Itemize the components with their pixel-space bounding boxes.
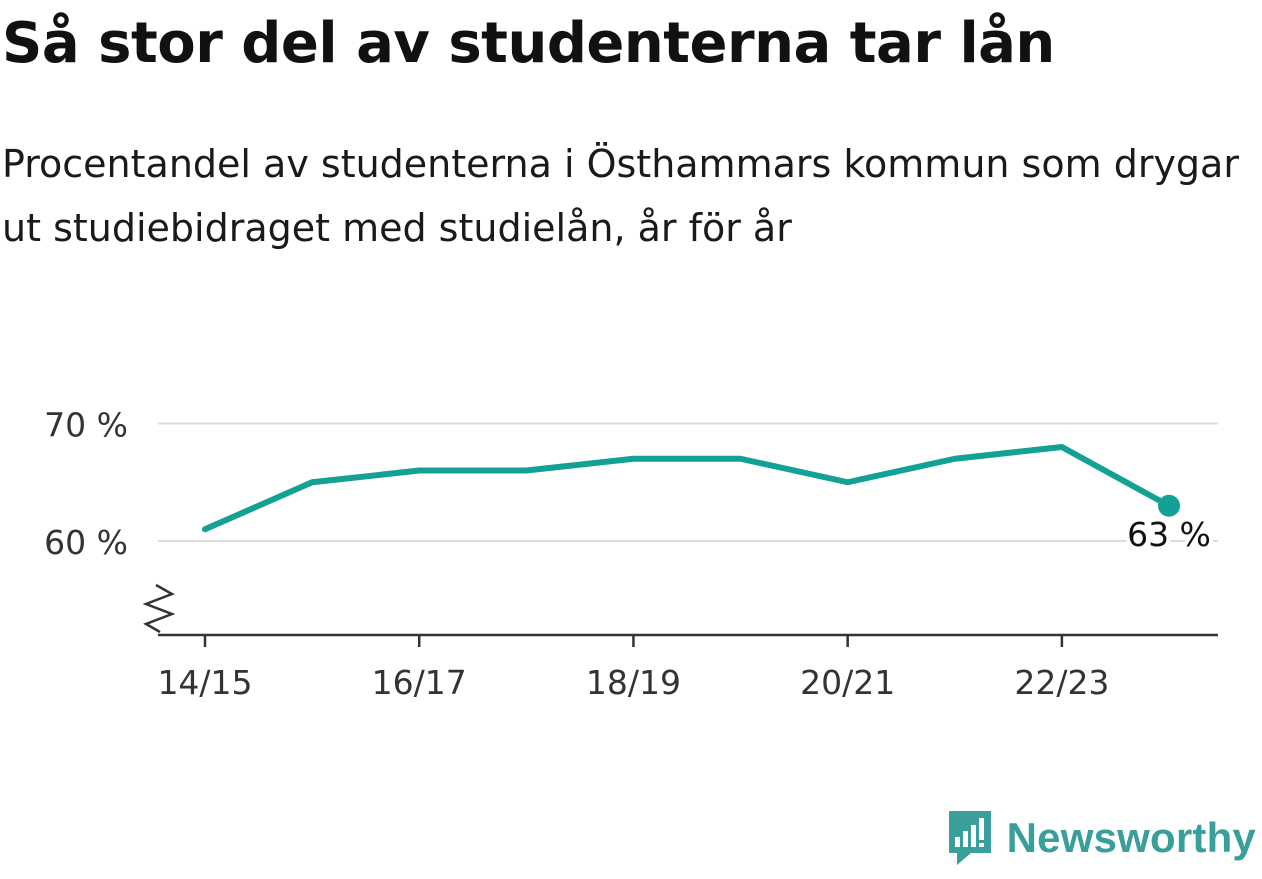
x-tick-label: 16/17	[372, 663, 467, 702]
line-chart: 60 % 70 % 14/15 16/17 18/19 20/21 22/23 63 %	[44, 406, 1218, 702]
brand-name: Newsworthy	[1006, 814, 1256, 861]
series-line-0	[202, 444, 1172, 533]
chart-title: Så stor del av studenterna tar lån	[2, 11, 1055, 76]
x-tick-label: 20/21	[800, 663, 895, 702]
axis-break-icon	[142, 583, 176, 634]
y-tick-label: 70 %	[44, 406, 128, 445]
y-tick-label: 60 %	[44, 523, 128, 562]
x-tick-label: 18/19	[586, 663, 681, 702]
brand-logo: Newsworthy	[945, 809, 1256, 867]
x-tick-label: 22/23	[1014, 663, 1109, 702]
x-tick-label: 14/15	[157, 663, 252, 702]
end-point-marker	[1158, 494, 1180, 517]
end-value-label: 63 %	[1127, 515, 1211, 554]
chart-subtitle: Procentandel av studenterna i Östhammars…	[2, 142, 1239, 250]
newsworthy-chart-icon	[948, 811, 991, 865]
